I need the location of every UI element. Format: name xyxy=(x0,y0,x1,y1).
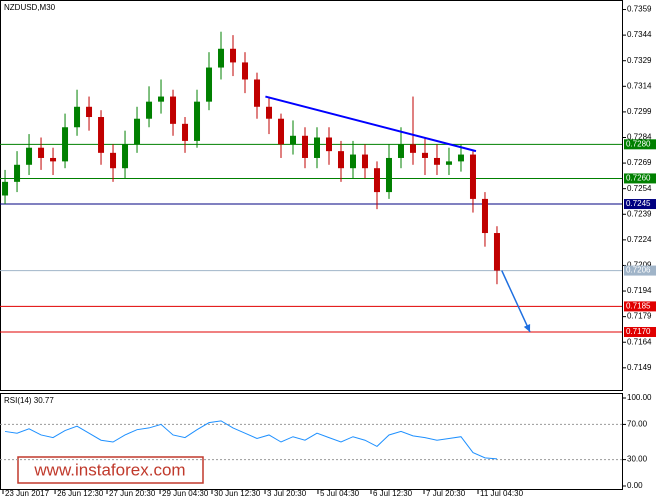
candle-body xyxy=(469,154,476,199)
candle-body xyxy=(445,161,452,165)
y-tick-label: 0.7209 xyxy=(627,261,652,270)
level-label: 0.7260 xyxy=(626,174,651,183)
y-tick-label: 0.7329 xyxy=(627,56,652,65)
y-tick-label: 0.7299 xyxy=(627,107,652,116)
candle-body xyxy=(38,147,45,158)
x-tick-label: 23 Jun 2017 xyxy=(5,489,50,498)
candle-body xyxy=(14,164,21,182)
level-label-box xyxy=(624,326,656,337)
candle-body xyxy=(278,118,285,145)
candle-body xyxy=(254,79,261,107)
y-tick-label: 0.7224 xyxy=(627,235,652,244)
candle-body xyxy=(349,154,356,169)
candle-body xyxy=(26,147,33,165)
chart-title: NZDUSD,M30 xyxy=(4,3,56,12)
candle-body xyxy=(385,157,392,193)
x-tick-label: 30 Jun 12:30 xyxy=(214,489,261,498)
candle-body xyxy=(158,96,165,102)
x-tick-label: 29 Jun 04:30 xyxy=(162,489,209,498)
candle-body xyxy=(290,135,297,145)
y-tick-label: 0.7359 xyxy=(627,5,652,14)
level-label-box xyxy=(624,301,656,312)
candle-body xyxy=(182,123,189,141)
watermark: www.instaforex.com xyxy=(17,456,204,484)
rsi-tick-label: 30.00 xyxy=(627,455,648,464)
x-tick-label: 11 Jul 04:30 xyxy=(480,489,524,498)
candle-body xyxy=(134,118,141,145)
level-label: 0.7280 xyxy=(626,139,651,148)
level-label: 0.7245 xyxy=(626,199,651,208)
watermark-text: www.instaforex.com xyxy=(33,460,185,479)
candle-body xyxy=(421,152,428,158)
price-frame xyxy=(0,0,623,391)
candle-body xyxy=(230,48,237,63)
y-tick-label: 0.7194 xyxy=(627,286,652,295)
y-tick-label: 0.7239 xyxy=(627,209,652,218)
candle-body xyxy=(218,48,225,68)
y-tick-label: 0.7344 xyxy=(627,30,652,39)
rsi-tick-label: 0.00 xyxy=(627,481,643,490)
candle-body xyxy=(481,198,488,234)
rsi-label: RSI(14) 30.77 xyxy=(4,396,54,405)
rsi-line xyxy=(4,420,498,460)
level-label: 0.7185 xyxy=(626,302,651,311)
candle-body xyxy=(146,101,153,119)
candle-body xyxy=(110,152,117,169)
candle-body xyxy=(397,144,404,158)
candle-body xyxy=(493,233,500,271)
level-label-box xyxy=(624,199,656,210)
level-label-box xyxy=(624,139,656,150)
y-tick-label: 0.7149 xyxy=(627,363,652,372)
y-tick-label: 0.7284 xyxy=(627,133,652,142)
candle-body xyxy=(433,157,440,165)
candle-body xyxy=(242,62,249,80)
candle-body xyxy=(74,106,81,128)
y-tick-label: 0.7269 xyxy=(627,158,652,167)
x-tick-label: 7 Jul 20:30 xyxy=(426,489,466,498)
x-tick-label: 5 Jul 04:30 xyxy=(320,489,360,498)
y-tick-label: 0.7254 xyxy=(627,184,652,193)
forecast-arrow-head xyxy=(523,323,531,332)
forecast-arrow xyxy=(501,270,531,333)
candle-body xyxy=(409,144,416,153)
x-tick-label: 6 Jul 12:30 xyxy=(373,489,413,498)
candle-body xyxy=(170,96,177,124)
x-tick-label: 27 Jun 20:30 xyxy=(109,489,156,498)
candle-body xyxy=(194,101,201,141)
y-tick-label: 0.7179 xyxy=(627,312,652,321)
candle-body xyxy=(457,154,464,162)
y-tick-label: 0.7164 xyxy=(627,337,652,346)
candle-body xyxy=(373,168,380,193)
level-label-box xyxy=(624,173,656,184)
y-tick-label: 0.7314 xyxy=(627,81,652,90)
rsi-tick-label: 100.00 xyxy=(627,393,652,402)
candle-body xyxy=(98,117,105,153)
candle-body xyxy=(2,181,9,196)
candle-body xyxy=(206,67,213,102)
x-tick-label: 3 Jul 20:30 xyxy=(267,489,307,498)
candle-body xyxy=(50,157,57,162)
candle-body xyxy=(302,135,309,158)
trendline xyxy=(265,95,477,153)
watermark-box xyxy=(17,456,204,484)
level-label: 0.7170 xyxy=(626,327,651,336)
candle-body xyxy=(266,106,273,119)
candle-body xyxy=(122,144,129,169)
candle-body xyxy=(62,127,69,162)
candle-body xyxy=(361,154,368,169)
level-label: 0.7206 xyxy=(626,266,651,275)
candle-body xyxy=(325,137,332,152)
level-label-box xyxy=(624,265,656,276)
candle-body xyxy=(313,137,320,158)
rsi-tick-label: 70.00 xyxy=(627,420,648,429)
x-tick-label: 26 Jun 12:30 xyxy=(57,489,104,498)
candle-body xyxy=(86,106,93,118)
candle-body xyxy=(337,151,344,169)
